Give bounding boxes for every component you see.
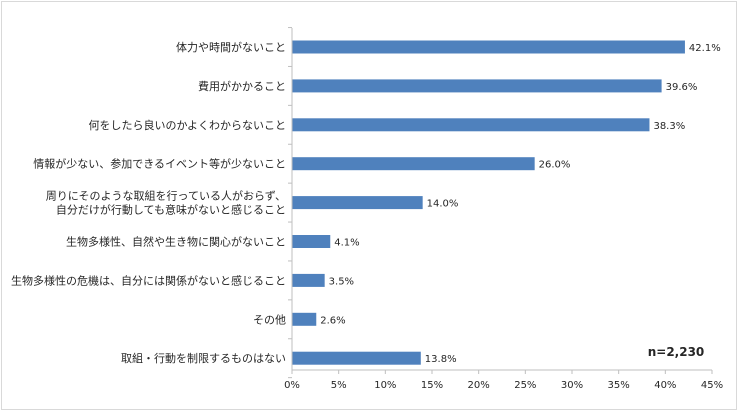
bar-6 — [292, 273, 325, 287]
data-labels-group: 42.1% 39.6% 38.3% 26.0% 14.0% 4.1% 3.5% 2.6% 13.… — [320, 43, 720, 365]
data-label-3: 26.0% — [539, 160, 571, 171]
bar-1 — [292, 79, 662, 93]
x-tick-label-0: 0% — [284, 380, 300, 391]
x-tick-label-5: 25% — [514, 380, 536, 391]
category-label-4-line-1: 自分だけが行動しても意味がないと感じること — [56, 203, 286, 217]
x-tick-label-1: 5% — [331, 380, 347, 391]
category-label-3: 情報が少ない、参加できるイベント等が少ないこと — [33, 157, 286, 171]
bars-group — [292, 40, 685, 365]
bar-8 — [292, 351, 421, 365]
category-label-7: その他 — [253, 313, 286, 326]
category-label-0: 体力や時間がないこと — [176, 40, 286, 54]
bar-5 — [292, 235, 331, 248]
data-label-2: 38.3% — [653, 121, 685, 132]
x-tick-label-2: 10% — [374, 380, 396, 391]
category-label-4-line-0: 周りにそのような取組を行っている人がおらず、 — [46, 189, 286, 203]
data-label-4: 14.0% — [427, 199, 459, 210]
category-labels-group: 体力や時間がないこと費用がかかること何をしたら良いのかよくわからないこと情報が少… — [11, 40, 286, 365]
category-label-8: 取組・行動を制限するものはない — [121, 351, 286, 365]
category-label-1: 費用がかかること — [198, 79, 286, 93]
x-tick-label-7: 35% — [608, 380, 630, 391]
bar-4 — [292, 196, 423, 210]
x-tick-label-6: 30% — [561, 380, 583, 391]
x-tick-label-3: 15% — [421, 380, 443, 391]
x-tick-label-8: 40% — [654, 380, 676, 391]
data-label-0: 42.1% — [689, 43, 721, 54]
data-label-8: 13.8% — [425, 354, 457, 365]
category-label-5: 生物多様性、自然や生き物に関心がないこと — [66, 235, 286, 249]
bar-7 — [292, 312, 317, 326]
category-label-6: 生物多様性の危機は、自分には関係がないと感じること — [11, 273, 286, 287]
x-axis: 0% 5% 10% 15% 20% 25% 30% 35% 40% 45% — [284, 369, 723, 391]
data-label-6: 3.5% — [329, 276, 354, 287]
category-label-2: 何をしたら良いのかよくわからないこと — [89, 118, 286, 132]
x-tick-label-9: 45% — [701, 380, 723, 391]
sample-size-annotation: n=2,230 — [648, 345, 705, 359]
bar-2 — [292, 118, 650, 132]
y-axis — [288, 27, 293, 379]
bar-3 — [292, 157, 535, 171]
x-tick-label-4: 20% — [468, 380, 490, 391]
bar-0 — [292, 40, 685, 54]
data-label-7: 2.6% — [320, 315, 345, 326]
data-label-5: 4.1% — [334, 238, 359, 249]
data-label-1: 39.6% — [666, 82, 698, 93]
